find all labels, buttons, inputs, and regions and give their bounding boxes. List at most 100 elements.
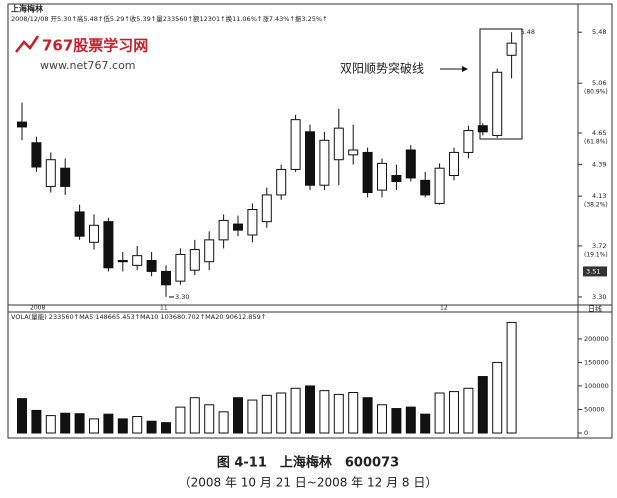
- volume-bar: [463, 387, 474, 434]
- logo: [15, 35, 40, 53]
- volume-label: VOLA(量能) 233560↑MA5 148665.453↑MA10 1036…: [11, 312, 266, 321]
- volume-bar: [492, 361, 503, 434]
- candle-body: [290, 119, 301, 170]
- volume-bar: [261, 394, 272, 434]
- y-tick-label: 5.48: [592, 28, 606, 36]
- volume-bar: [74, 413, 85, 434]
- candle-body: [17, 121, 27, 128]
- candle-body: [103, 221, 114, 269]
- y-tick-label: 4.39: [592, 161, 606, 169]
- candle-body: [31, 142, 42, 168]
- candle-body: [132, 255, 143, 266]
- candle-body: [420, 179, 431, 196]
- candle-body: [506, 42, 517, 56]
- candle-body: [319, 139, 330, 186]
- candle-body: [333, 127, 344, 161]
- candle-body: [405, 149, 416, 179]
- volume-bar: [89, 418, 99, 434]
- panel-tag: 日线: [588, 304, 602, 313]
- watermark: 767股票学习网: [42, 37, 148, 55]
- volume-bar: [218, 411, 229, 434]
- volume-bar: [60, 412, 71, 434]
- annotation: 双阳顺势突破线: [340, 61, 424, 76]
- price-marker-box: [583, 266, 607, 277]
- volume-bar: [477, 376, 488, 434]
- y-tick-label: 3.30: [592, 293, 606, 301]
- volume-bar: [31, 409, 42, 434]
- high-label: 5.48: [521, 28, 535, 36]
- candle-body: [391, 175, 402, 183]
- volume-bar: [175, 406, 186, 434]
- volume-bar: [161, 422, 171, 434]
- volume-bar: [276, 392, 287, 434]
- subcaption: （2008 年 10 月 21 日~2008 年 12 月 8 日）: [179, 476, 438, 490]
- volume-bar: [391, 408, 402, 434]
- volume-bar: [449, 391, 459, 434]
- candle-body: [247, 209, 258, 236]
- stock-name: 上海梅林: [11, 4, 43, 14]
- volume-tick-label: 150000: [584, 358, 609, 366]
- volume-bar: [333, 393, 344, 434]
- volume-bar: [420, 413, 431, 434]
- volume-tick-label: 200000: [584, 335, 609, 343]
- candle-body: [233, 223, 243, 231]
- volume-bar: [247, 399, 258, 434]
- candle-body: [477, 125, 488, 133]
- volume-bar: [132, 416, 143, 434]
- candle-body: [434, 167, 445, 204]
- caption: 图 4-11 上海梅林 600073: [217, 455, 399, 471]
- candle-body: [45, 159, 56, 187]
- volume-bar: [319, 390, 330, 434]
- volume-bar: [45, 415, 56, 434]
- arrow-head: [462, 66, 468, 72]
- volume-tick-label: 100000: [584, 382, 609, 390]
- candle-body: [261, 194, 272, 223]
- candle-body: [463, 130, 474, 153]
- candle-body: [74, 211, 85, 237]
- y-tick-label: 3.72: [592, 242, 606, 250]
- candle-body: [276, 168, 287, 196]
- fib-label: (80.9%): [584, 89, 608, 96]
- y-tick-label: 4.65: [592, 129, 606, 137]
- candle-body: [204, 239, 215, 263]
- volume-bar: [290, 387, 301, 434]
- y-tick-label: 5.06: [592, 79, 606, 87]
- low-label: 3.30: [175, 293, 189, 301]
- candle-body: [117, 260, 128, 263]
- candle-body: [377, 162, 387, 191]
- fib-label: (19.1%): [584, 251, 608, 258]
- candle-body: [60, 167, 71, 187]
- volume-bar: [405, 406, 416, 434]
- watermark-url: www.net767.com: [40, 59, 136, 72]
- price-marker: 3.51: [586, 267, 600, 275]
- volume-bar: [146, 420, 157, 434]
- y-tick-label: 4.13: [592, 192, 606, 200]
- volume-bar: [204, 404, 215, 434]
- candle-body: [492, 71, 503, 136]
- x-label: 2008: [30, 305, 45, 312]
- x-label: 11: [160, 305, 168, 312]
- volume-tick-label: 50000: [584, 405, 605, 413]
- candle-body: [161, 270, 171, 286]
- candle-body: [449, 151, 459, 177]
- volume-bar: [377, 404, 387, 434]
- highlight-box: [479, 28, 523, 140]
- candle-body: [305, 131, 315, 186]
- candle-body: [362, 151, 373, 194]
- volume-bar: [117, 418, 128, 434]
- candle-body: [146, 260, 157, 272]
- candle-body: [348, 149, 359, 156]
- volume-bar: [362, 397, 373, 434]
- volume-tick-label: 0: [584, 429, 588, 437]
- candle-body: [189, 249, 200, 271]
- x-label: 12: [440, 305, 448, 312]
- volume-bar: [506, 321, 517, 434]
- volume-bar: [434, 392, 445, 434]
- volume-bar: [189, 397, 200, 434]
- candle-body: [175, 253, 186, 282]
- volume-bar: [348, 392, 359, 434]
- candle-body: [89, 224, 99, 243]
- volume-bar: [103, 413, 114, 434]
- fib-label: (61.8%): [584, 139, 608, 146]
